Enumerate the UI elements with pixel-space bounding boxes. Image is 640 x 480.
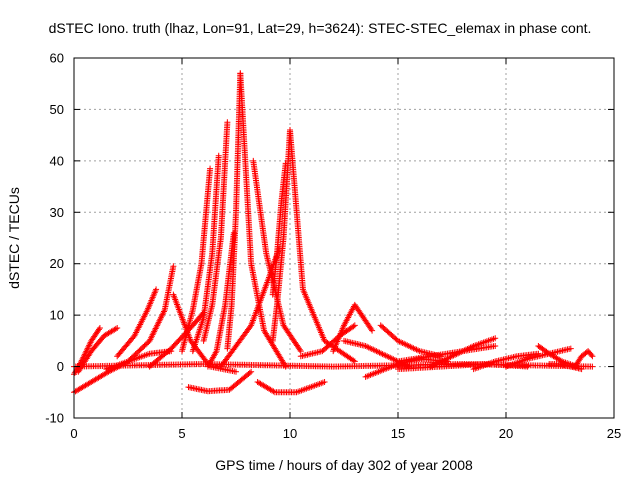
data-point [207, 165, 214, 172]
x-tick-label: 10 [283, 426, 297, 441]
data-point [589, 363, 596, 370]
data-series [470, 350, 542, 373]
data-point [368, 326, 375, 333]
data-point [246, 369, 253, 376]
data-point [567, 345, 574, 352]
x-tick-label: 15 [391, 426, 405, 441]
data-point [83, 346, 90, 353]
axis-ticks [73, 57, 615, 419]
data-point [86, 340, 93, 347]
data-point [557, 357, 564, 364]
data-point [270, 388, 277, 395]
data-point [230, 229, 237, 236]
data-point [350, 357, 357, 364]
y-tick-label: -10 [45, 411, 64, 426]
plot-frame [73, 57, 615, 419]
x-axis-label: GPS time / hours of day 302 of year 2008 [215, 457, 473, 473]
data-point [83, 348, 90, 355]
data-point [321, 379, 328, 385]
x-tick-label: 25 [607, 426, 621, 441]
data-point [296, 346, 303, 353]
y-axis-label: dSTEC / TECUs [6, 187, 22, 289]
data-point [224, 119, 231, 126]
y-tick-label: 30 [50, 205, 64, 220]
data-series [254, 379, 328, 396]
data-point [492, 335, 499, 342]
data-point [524, 363, 531, 370]
data-point [247, 323, 254, 330]
y-tick-label: 10 [50, 308, 64, 323]
data-series [71, 361, 596, 370]
data-point [96, 325, 103, 331]
data-point [233, 368, 239, 375]
data-series [179, 165, 214, 355]
data-point [95, 326, 102, 333]
data-series [189, 152, 222, 355]
x-tick-label: 5 [178, 426, 185, 441]
data-point [369, 327, 376, 334]
x-tick-label: 20 [499, 426, 513, 441]
data-series [269, 160, 289, 298]
data-series [297, 322, 358, 360]
data-point [84, 345, 91, 352]
data-point [170, 263, 177, 270]
data-series [224, 70, 244, 352]
data-series [125, 263, 177, 365]
data-series [330, 301, 376, 355]
x-tick-label: 0 [70, 426, 77, 441]
data-series [75, 325, 121, 375]
data-point [215, 152, 222, 159]
data-point [297, 348, 304, 355]
y-tick-label: 0 [57, 359, 64, 374]
data-series [114, 286, 160, 360]
data-series [237, 70, 289, 370]
data-point [351, 322, 358, 329]
data-point [588, 352, 595, 358]
y-tick-label: 60 [50, 51, 64, 66]
data-point [492, 343, 499, 349]
data-point [153, 286, 160, 293]
data-series [185, 368, 255, 395]
chart-title: dSTEC Iono. truth (lhaz, Lon=91, Lat=29,… [49, 20, 592, 36]
y-tick-label: 40 [50, 153, 64, 168]
data-point [114, 325, 121, 331]
x-tick-labels: 0 5 10 15 20 25 [70, 426, 621, 441]
data-point [248, 368, 255, 375]
data-points [71, 70, 596, 396]
y-tick-labels: -10 0 10 20 30 40 50 60 [45, 51, 64, 426]
y-tick-label: 20 [50, 256, 64, 271]
data-point [589, 353, 596, 360]
data-point [350, 323, 357, 330]
data-series [200, 119, 231, 344]
y-tick-label: 50 [50, 102, 64, 117]
data-point [86, 342, 93, 349]
data-point [85, 343, 92, 350]
data-point [112, 325, 119, 332]
